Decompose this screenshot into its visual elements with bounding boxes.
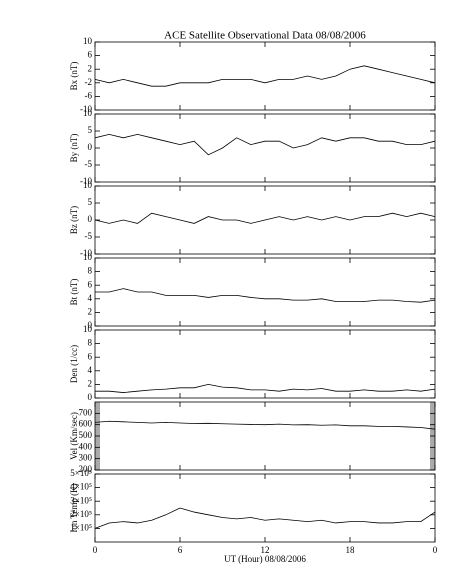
y-tick-label: 0 bbox=[88, 392, 93, 402]
data-line bbox=[94, 420, 436, 430]
y-axis-label: Bx (nT) bbox=[69, 62, 79, 91]
y-axis-label: Vel (Km/sec) bbox=[69, 412, 79, 460]
y-tick-label: -5 bbox=[85, 231, 93, 241]
data-line bbox=[95, 383, 436, 393]
x-tick-label: 6 bbox=[178, 545, 183, 555]
y-tick-label: 4 bbox=[88, 293, 93, 303]
y-tick-label: -5 bbox=[85, 159, 93, 169]
x-tick-label: 0 bbox=[433, 545, 438, 555]
y-tick-label: 4×10⁵ bbox=[70, 482, 92, 492]
y-tick-label: 400 bbox=[79, 441, 93, 451]
y-tick-label: 200 bbox=[79, 464, 93, 474]
y-tick-label: 500 bbox=[79, 430, 93, 440]
y-axis-label: Bt (nT) bbox=[69, 279, 79, 306]
x-tick-label: 12 bbox=[261, 545, 270, 555]
y-axis-label: Den (1/cc) bbox=[69, 345, 79, 383]
y-tick-label: 4 bbox=[88, 365, 93, 375]
y-tick-label: 600 bbox=[79, 419, 93, 429]
data-line bbox=[94, 212, 436, 224]
y-tick-label: 2×10⁵ bbox=[70, 509, 92, 519]
y-tick-label: 5 bbox=[88, 125, 93, 135]
data-line bbox=[94, 133, 436, 156]
data-line bbox=[94, 65, 436, 87]
data-line bbox=[94, 507, 436, 529]
y-tick-label: 2 bbox=[88, 306, 93, 316]
y-axis-label: Ion Temp (K) bbox=[69, 483, 79, 532]
y-tick-label: 10 bbox=[83, 36, 93, 46]
y-tick-label: 0 bbox=[88, 214, 93, 224]
y-tick-label: 1×10⁵ bbox=[70, 522, 92, 532]
chart-title: ACE Satellite Observational Data 08/08/2… bbox=[164, 30, 366, 42]
x-axis-label: UT (Hour) 08/08/2006 bbox=[224, 554, 306, 564]
y-tick-label: 5×10⁵ bbox=[70, 468, 92, 478]
y-tick-label: 6 bbox=[88, 50, 93, 60]
y-tick-label: 10 bbox=[83, 108, 93, 118]
y-tick-label: 10 bbox=[83, 180, 93, 190]
y-tick-label: 8 bbox=[88, 266, 93, 276]
y-tick-label: 3×10⁵ bbox=[70, 495, 92, 505]
y-tick-label: -10 bbox=[80, 248, 92, 258]
data-line bbox=[95, 288, 436, 303]
y-tick-label: -6 bbox=[85, 90, 93, 100]
y-tick-label: 6 bbox=[88, 279, 93, 289]
y-tick-label: 0 bbox=[88, 320, 93, 330]
y-tick-label: 2 bbox=[88, 378, 93, 388]
y-axis-label: By (nT) bbox=[69, 134, 79, 163]
y-tick-label: 700 bbox=[79, 407, 93, 417]
x-tick-label: 0 bbox=[93, 545, 98, 555]
y-tick-label: 6 bbox=[88, 351, 93, 361]
x-tick-label: 18 bbox=[346, 545, 356, 555]
y-tick-label: 8 bbox=[88, 338, 93, 348]
y-tick-label: 2 bbox=[88, 63, 93, 73]
y-tick-label: 10 bbox=[83, 252, 93, 262]
y-tick-label: -10 bbox=[80, 104, 92, 114]
y-tick-label: 0 bbox=[88, 142, 93, 152]
y-axis-label: Bz (nT) bbox=[69, 206, 79, 234]
y-tick-label: -2 bbox=[85, 77, 93, 87]
y-tick-label: 5 bbox=[88, 197, 93, 207]
y-tick-label: 10 bbox=[83, 324, 93, 334]
y-tick-label: -10 bbox=[80, 176, 92, 186]
y-tick-label: 300 bbox=[79, 453, 93, 463]
